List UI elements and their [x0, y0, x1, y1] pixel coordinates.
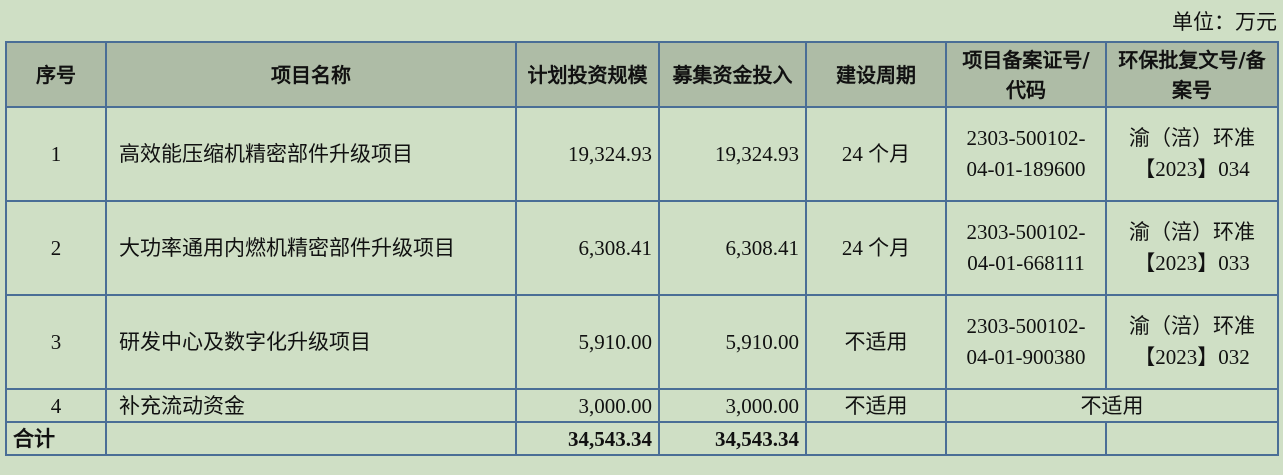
- cell-env: 渝（涪）环准【2023】034: [1105, 106, 1279, 202]
- cell-period: 不适用: [805, 294, 947, 390]
- header-period: 建设周期: [805, 41, 947, 108]
- header-name: 项目名称: [105, 41, 517, 108]
- table-row: 1 高效能压缩机精密部件升级项目 19,324.93 19,324.93 24 …: [5, 106, 1279, 202]
- cell-period: 不适用: [805, 388, 947, 423]
- cell-filing: 2303-500102-04-01-900380: [945, 294, 1107, 390]
- unit-label: 单位：万元: [1172, 10, 1277, 34]
- cell-empty: [105, 421, 517, 456]
- header-plan: 计划投资规模: [515, 41, 660, 108]
- table-row: 3 研发中心及数字化升级项目 5,910.00 5,910.00 不适用 230…: [5, 294, 1279, 390]
- cell-period: 24 个月: [805, 106, 947, 202]
- cell-filing: 2303-500102-04-01-668111: [945, 200, 1107, 296]
- cell-env: 渝（涪）环准【2023】032: [1105, 294, 1279, 390]
- total-row: 合计 34,543.34 34,543.34: [5, 421, 1279, 456]
- fundraising-projects-table: 序号 项目名称 计划投资规模 募集资金投入 建设周期 项目备案证号/代码 环保批…: [5, 41, 1279, 456]
- cell-plan: 5,910.00: [515, 294, 660, 390]
- cell-filing-env: 不适用: [945, 388, 1279, 423]
- cell-name: 大功率通用内燃机精密部件升级项目: [105, 200, 517, 296]
- cell-raised: 19,324.93: [658, 106, 807, 202]
- cell-filing: 2303-500102-04-01-189600: [945, 106, 1107, 202]
- cell-name: 补充流动资金: [105, 388, 517, 423]
- cell-period: 24 个月: [805, 200, 947, 296]
- cell-plan: 3,000.00: [515, 388, 660, 423]
- cell-raised: 3,000.00: [658, 388, 807, 423]
- cell-raised: 5,910.00: [658, 294, 807, 390]
- header-no: 序号: [5, 41, 107, 108]
- header-env: 环保批复文号/备案号: [1105, 41, 1279, 108]
- cell-raised: 6,308.41: [658, 200, 807, 296]
- cell-no: 2: [5, 200, 107, 296]
- cell-name: 高效能压缩机精密部件升级项目: [105, 106, 517, 202]
- total-raised: 34,543.34: [658, 421, 807, 456]
- header-row: 序号 项目名称 计划投资规模 募集资金投入 建设周期 项目备案证号/代码 环保批…: [5, 41, 1279, 108]
- cell-empty: [1105, 421, 1279, 456]
- cell-empty: [805, 421, 947, 456]
- cell-plan: 6,308.41: [515, 200, 660, 296]
- cell-env: 渝（涪）环准【2023】033: [1105, 200, 1279, 296]
- cell-plan: 19,324.93: [515, 106, 660, 202]
- cell-empty: [945, 421, 1107, 456]
- cell-no: 1: [5, 106, 107, 202]
- cell-no: 4: [5, 388, 107, 423]
- total-label: 合计: [5, 421, 107, 456]
- header-raised: 募集资金投入: [658, 41, 807, 108]
- total-plan: 34,543.34: [515, 421, 660, 456]
- table-row: 4 补充流动资金 3,000.00 3,000.00 不适用 不适用: [5, 388, 1279, 423]
- cell-no: 3: [5, 294, 107, 390]
- table-row: 2 大功率通用内燃机精密部件升级项目 6,308.41 6,308.41 24 …: [5, 200, 1279, 296]
- header-filing: 项目备案证号/代码: [945, 41, 1107, 108]
- cell-name: 研发中心及数字化升级项目: [105, 294, 517, 390]
